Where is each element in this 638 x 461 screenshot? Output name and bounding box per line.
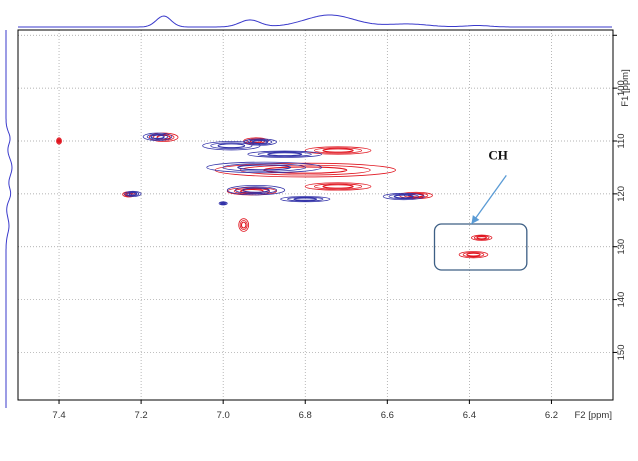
contour-peak (304, 182, 372, 191)
contour-peak (56, 137, 62, 145)
contour-level (242, 187, 270, 193)
contour-level (240, 188, 264, 194)
y-tick-label: 140 (616, 292, 627, 308)
contour-peak (304, 146, 372, 155)
contour-level (471, 234, 493, 241)
x-tick-label: 6.2 (545, 410, 558, 421)
contour-level (304, 146, 372, 155)
contour-level (124, 190, 142, 197)
x-tick-label: 6.6 (381, 410, 394, 421)
contour-peak (382, 192, 425, 201)
contour-level (247, 139, 273, 145)
contour-level (267, 152, 303, 157)
x-axis-title: F2 [ppm] (575, 410, 613, 421)
contour-level (314, 183, 363, 190)
annotation-arrow (470, 174, 507, 225)
contour-level (56, 138, 62, 144)
contour-peak (142, 132, 173, 141)
contour-core (58, 139, 61, 143)
contour-level (222, 163, 306, 172)
annotation-box (433, 223, 528, 271)
contour-peak (202, 141, 261, 151)
contour-peak (247, 150, 323, 158)
contour-level (252, 140, 269, 145)
plot-frame (17, 29, 614, 401)
contour-level (322, 184, 354, 189)
contour-peak (218, 201, 228, 206)
y-tick-label: 110 (616, 133, 627, 148)
contour-core (221, 202, 225, 205)
contour-level (210, 142, 253, 150)
contour-level (218, 201, 228, 206)
contour-level (56, 137, 62, 145)
contour-level (473, 235, 490, 241)
contour-peak (458, 251, 489, 259)
grid-lines (18, 30, 613, 400)
f1-projection-trace (5, 30, 13, 408)
contour-peak (471, 234, 493, 241)
contour-level (238, 218, 250, 232)
contour-level (247, 150, 323, 158)
contour-peak (226, 185, 286, 196)
contour-level (462, 251, 485, 258)
contour-level (128, 192, 138, 196)
contour-level (243, 138, 277, 146)
contour-level (314, 147, 363, 154)
contour-level (458, 251, 489, 259)
contour-level (393, 194, 414, 199)
y-axis-ticks: 100 110 120 130 140 150 (613, 34, 627, 360)
contour-level (293, 197, 318, 201)
contour-peaks (56, 132, 493, 259)
contour-peak (214, 162, 396, 178)
contour-level (237, 164, 292, 171)
contour-peak (124, 190, 142, 197)
contour-level (142, 132, 173, 141)
contour-level (304, 182, 372, 191)
contour-level (476, 235, 487, 240)
contour-level (280, 196, 331, 203)
annotation-arrowhead (471, 215, 480, 224)
x-tick-label: 7.2 (134, 410, 147, 421)
contour-peak (238, 218, 250, 232)
x-tick-label: 6.4 (463, 410, 476, 421)
contour-level (239, 164, 371, 176)
y-axis-title: F1 [ppm] (620, 69, 631, 107)
contour-level (150, 134, 165, 140)
projections (5, 14, 612, 408)
contour-level (287, 196, 324, 202)
contour-level (57, 138, 61, 144)
contour-level (126, 191, 140, 197)
contour-level (239, 220, 248, 231)
y-tick-label: 130 (616, 239, 627, 255)
x-tick-label: 6.8 (299, 410, 312, 421)
contour-level (322, 148, 354, 153)
contour-level (240, 221, 247, 229)
y-tick-label: 120 (616, 186, 627, 202)
annotation-label: CH (488, 148, 508, 163)
y-tick-label: 100 (616, 80, 627, 96)
contour-peak (206, 161, 323, 174)
contour-level (206, 161, 323, 174)
contour-level (257, 151, 312, 157)
x-tick-label: 7.4 (52, 410, 65, 421)
contour-level (234, 186, 278, 194)
contour-level (217, 143, 246, 149)
contour-level (146, 133, 169, 140)
ch-annotation: CH (433, 148, 528, 271)
x-tick-label: 7.0 (217, 410, 230, 421)
contour-level (226, 185, 286, 196)
contour-level (382, 192, 425, 201)
contour-level (202, 141, 261, 151)
x-axis-ticks: 7.4 7.2 7.0 6.8 6.6 6.4 6.2 (52, 400, 558, 421)
contour-level (220, 202, 226, 205)
f2-projection-trace (18, 14, 612, 28)
y-tick-label: 150 (616, 344, 627, 360)
contour-peak (243, 138, 277, 146)
contour-peak (280, 196, 331, 203)
contour-level (466, 252, 481, 257)
contour-level (388, 193, 419, 200)
